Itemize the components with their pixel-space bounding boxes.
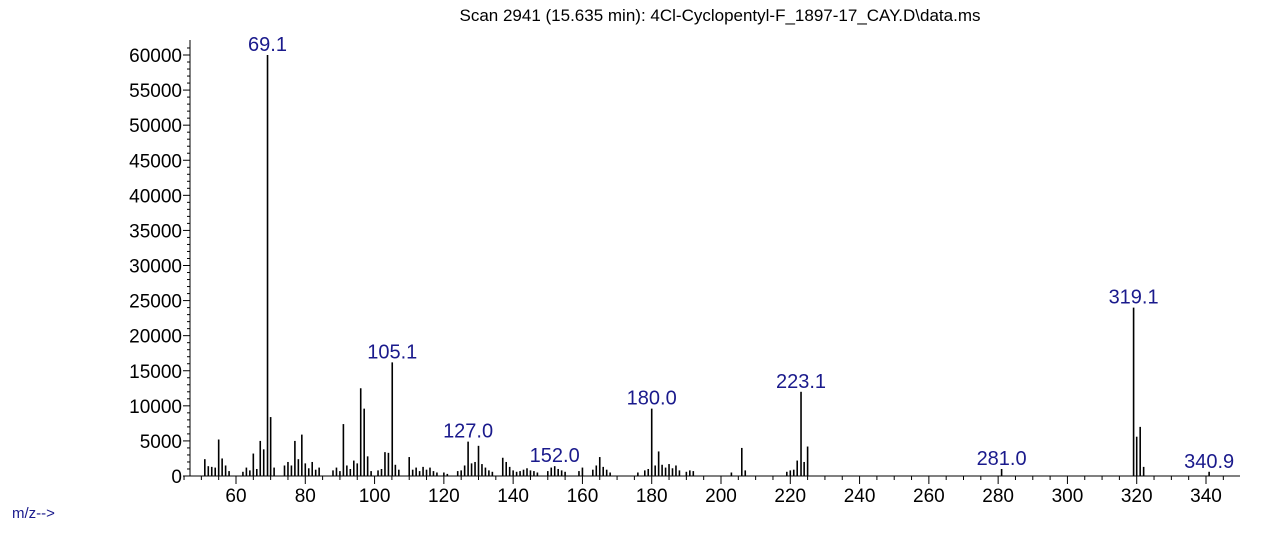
peak-label: 69.1 <box>248 34 287 56</box>
x-tick-label: 80 <box>295 486 316 507</box>
y-tick-label: 5000 <box>140 432 182 453</box>
y-tick-label: 20000 <box>129 327 182 348</box>
peak-label: 281.0 <box>977 448 1027 470</box>
y-axis: 0 5000 10000 15000 20000 25000 30000 35000 40000… <box>129 40 191 488</box>
x-tick-label: 120 <box>428 486 460 507</box>
peak-label: 223.1 <box>776 371 826 393</box>
chart-title: Scan 2941 (15.635 min): 4Cl-Cyclopentyl-… <box>460 6 981 25</box>
x-tick-label: 60 <box>225 486 246 507</box>
x-tick-label: 280 <box>982 486 1014 507</box>
x-tick-label: 320 <box>1121 486 1153 507</box>
x-tick-label: 100 <box>359 486 391 507</box>
y-tick-label: 50000 <box>129 116 182 137</box>
y-tick-label: 25000 <box>129 292 182 313</box>
y-tick-label: 30000 <box>129 257 182 278</box>
peak-label: 127.0 <box>443 421 493 443</box>
peak-label: 340.9 <box>1184 451 1234 473</box>
x-tick-label: 340 <box>1190 486 1222 507</box>
y-tick-label: 35000 <box>129 221 182 242</box>
y-tick-label: 10000 <box>129 397 182 418</box>
x-tick-label: 300 <box>1052 486 1084 507</box>
y-tick-label: 45000 <box>129 151 182 172</box>
y-tick-label: 55000 <box>129 81 182 102</box>
x-tick-label: 260 <box>913 486 945 507</box>
x-tick-label: 220 <box>774 486 806 507</box>
peak-labels: 69.1 105.1 127.0 152.0 180.0 223.1 281.0 319.1 3… <box>248 34 1234 473</box>
x-tick-label: 240 <box>844 486 876 507</box>
x-axis: 60 80 100 120 140 160 180 200 220 240 260 280 300 320… <box>183 475 1240 507</box>
x-tick-label: 200 <box>705 486 737 507</box>
y-tick-label: 15000 <box>129 362 182 383</box>
x-axis-label: m/z--> <box>12 505 55 522</box>
peak-label: 105.1 <box>367 341 417 363</box>
peak-label: 152.0 <box>530 445 580 467</box>
x-tick-label: 160 <box>567 486 599 507</box>
peak-label: 319.1 <box>1109 287 1159 309</box>
x-tick-label: 140 <box>497 486 529 507</box>
peak-label: 180.0 <box>627 388 677 410</box>
x-tick-label: 180 <box>636 486 668 507</box>
spectrum-bars <box>204 55 1210 476</box>
y-tick-label: 60000 <box>129 46 182 67</box>
y-tick-label: 40000 <box>129 186 182 207</box>
y-tick-label: 0 <box>171 467 182 488</box>
